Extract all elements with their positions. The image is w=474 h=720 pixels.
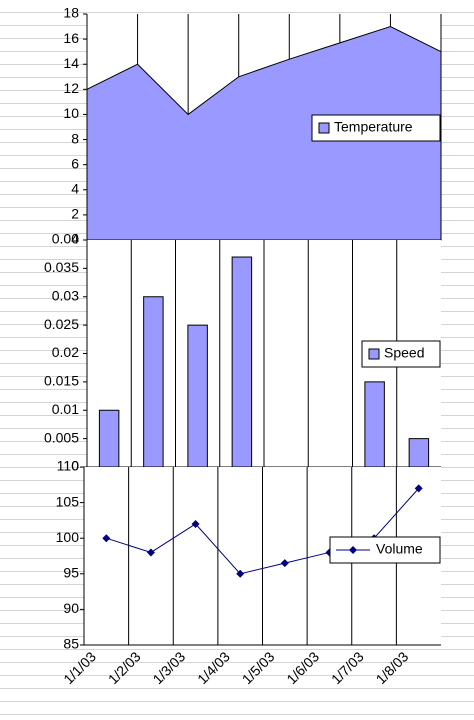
bar [231,256,253,468]
marker [236,569,245,578]
x-tick-label: 1/8/03 [373,648,412,687]
x-tick-label: 1/1/03 [60,648,99,687]
y-tick-label: 0.03 [52,287,79,303]
x-tick-label: 1/2/03 [105,648,144,687]
bar [187,324,208,468]
x-tick-label: 1/4/03 [194,648,233,687]
y-tick-label: 8 [71,130,79,146]
y-tick-label: 0.005 [44,429,79,445]
y-tick-label: 6 [71,155,79,171]
bar [408,438,430,468]
legend-box [361,340,441,368]
marker [414,484,423,493]
bar [143,296,164,468]
y-tick-label: 0 [71,231,79,247]
y-tick-label: 0.01 [52,401,79,417]
y-tick-label: 4 [71,180,79,196]
y-tick-label: 90 [63,600,79,616]
marker [280,559,289,568]
x-tick-label: 1/7/03 [328,648,367,687]
legend-box [311,114,441,142]
y-tick-label: 0 [71,458,79,474]
y-tick-label: 105 [56,493,80,509]
y-tick-label: 110 [57,458,80,474]
y-tick-label: 95 [63,565,79,581]
y-tick-label: 85 [63,636,79,652]
y-tick-label: 10 [63,105,79,121]
area [86,26,442,241]
y-tick-label: 2 [71,206,79,222]
y-tick-label: 0.04 [52,231,79,247]
legend-label: Speed [384,345,424,361]
x-tick-label: 1/6/03 [283,648,322,687]
y-tick-label: 12 [63,80,79,96]
legend-marker [349,546,357,554]
y-tick-label: 0.015 [44,373,79,389]
x-tick-label: 1/3/03 [149,648,188,687]
y-tick-label: 18 [63,5,79,21]
y-tick-label: 14 [63,55,79,71]
marker [146,548,155,557]
bar [364,381,385,468]
marker [102,534,111,543]
legend-swatch [368,348,380,360]
legend-label: Volume [376,541,423,557]
x-tick-label: 1/5/03 [239,648,278,687]
y-tick-label: 0.035 [44,259,79,275]
marker [191,519,200,528]
y-tick-label: 100 [56,529,80,545]
legend-label: Temperature [334,119,413,135]
legend-swatch [318,122,330,134]
y-tick-label: 0.02 [52,344,79,360]
bar [98,409,120,468]
y-tick-label: 16 [63,30,79,46]
y-tick-label: 0.025 [44,316,79,332]
